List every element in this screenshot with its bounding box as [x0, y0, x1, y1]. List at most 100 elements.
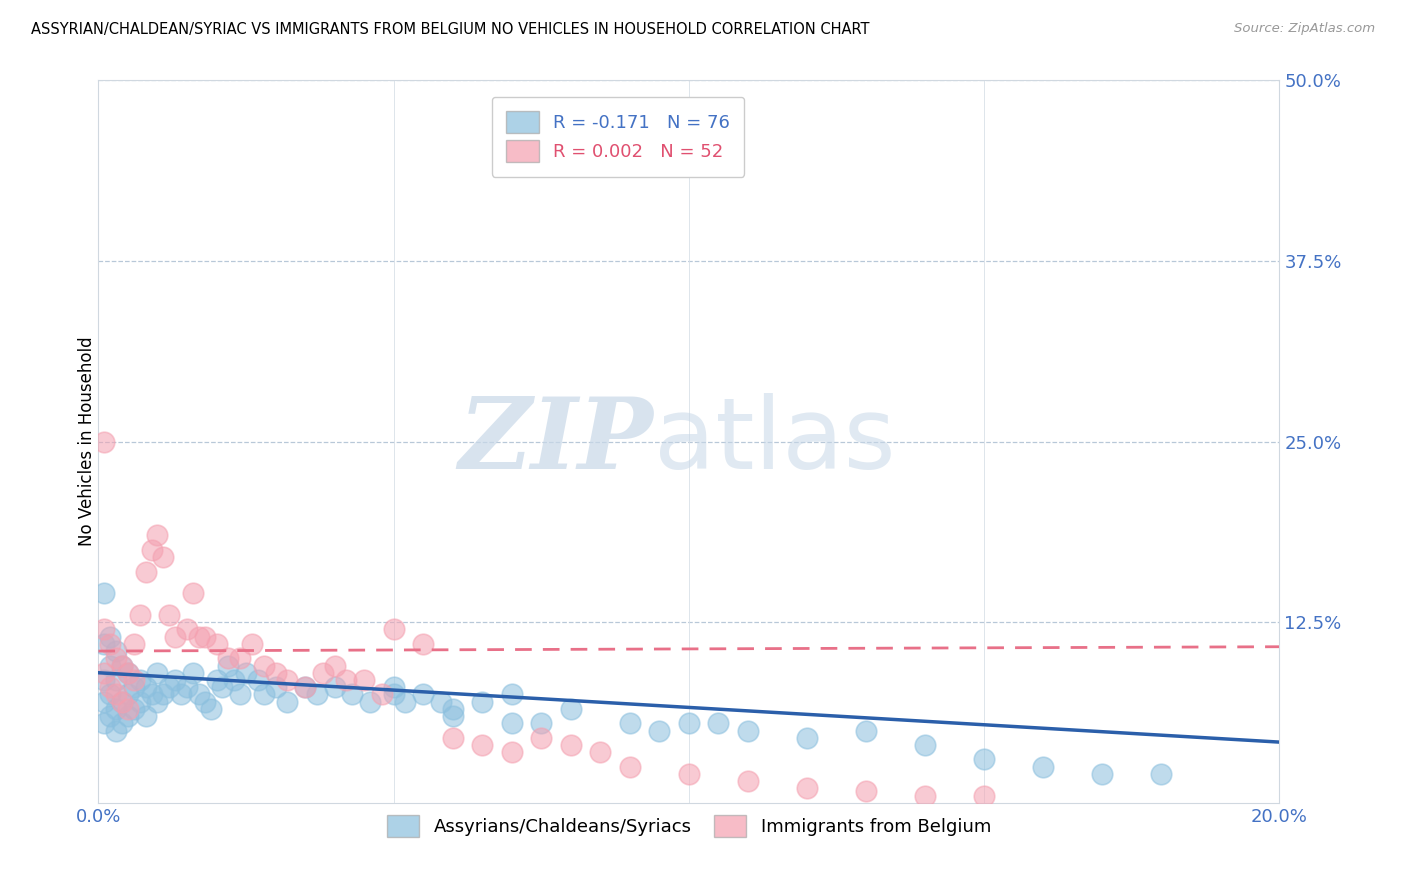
Point	[93, 586, 115, 600]
Point	[914, 738, 936, 752]
Point	[98, 637, 121, 651]
Point	[501, 745, 523, 759]
Point	[181, 586, 204, 600]
Point	[93, 673, 115, 687]
Point	[105, 673, 128, 687]
Point	[217, 658, 239, 673]
Point	[165, 673, 187, 687]
Point	[240, 637, 263, 651]
Text: ZIP: ZIP	[458, 393, 654, 490]
Point	[589, 745, 612, 759]
Point	[152, 550, 174, 565]
Text: ASSYRIAN/CHALDEAN/SYRIAC VS IMMIGRANTS FROM BELGIUM NO VEHICLES IN HOUSEHOLD COR: ASSYRIAN/CHALDEAN/SYRIAC VS IMMIGRANTS F…	[31, 22, 869, 37]
Point	[157, 680, 180, 694]
Point	[471, 695, 494, 709]
Point	[359, 695, 381, 709]
Point	[122, 637, 145, 651]
Point	[353, 673, 375, 687]
Point	[530, 731, 553, 745]
Point	[122, 680, 145, 694]
Point	[194, 695, 217, 709]
Point	[98, 658, 121, 673]
Point	[619, 716, 641, 731]
Point	[200, 702, 222, 716]
Point	[105, 644, 128, 658]
Point	[335, 673, 357, 687]
Point	[412, 637, 434, 651]
Point	[914, 789, 936, 803]
Point	[371, 687, 394, 701]
Legend: Assyrians/Chaldeans/Syriacs, Immigrants from Belgium: Assyrians/Chaldeans/Syriacs, Immigrants …	[377, 805, 1001, 848]
Point	[187, 687, 209, 701]
Point	[105, 723, 128, 738]
Point	[111, 695, 134, 709]
Point	[135, 680, 157, 694]
Point	[117, 687, 139, 701]
Point	[294, 680, 316, 694]
Point	[973, 789, 995, 803]
Point	[111, 716, 134, 731]
Point	[560, 738, 582, 752]
Point	[312, 665, 335, 680]
Point	[430, 695, 453, 709]
Point	[412, 687, 434, 701]
Point	[855, 723, 877, 738]
Point	[98, 709, 121, 723]
Point	[737, 723, 759, 738]
Point	[276, 695, 298, 709]
Point	[707, 716, 730, 731]
Point	[93, 695, 115, 709]
Point	[122, 702, 145, 716]
Point	[146, 665, 169, 680]
Point	[146, 528, 169, 542]
Point	[294, 680, 316, 694]
Point	[619, 760, 641, 774]
Point	[181, 665, 204, 680]
Point	[1032, 760, 1054, 774]
Text: atlas: atlas	[654, 393, 896, 490]
Point	[394, 695, 416, 709]
Point	[264, 665, 287, 680]
Point	[229, 651, 252, 665]
Point	[264, 680, 287, 694]
Point	[187, 630, 209, 644]
Point	[128, 695, 150, 709]
Point	[111, 658, 134, 673]
Point	[1091, 767, 1114, 781]
Point	[93, 665, 115, 680]
Point	[105, 651, 128, 665]
Point	[253, 687, 276, 701]
Point	[146, 695, 169, 709]
Point	[855, 784, 877, 798]
Point	[224, 673, 246, 687]
Point	[441, 702, 464, 716]
Point	[205, 673, 228, 687]
Y-axis label: No Vehicles in Household: No Vehicles in Household	[79, 336, 96, 547]
Point	[441, 709, 464, 723]
Point	[323, 658, 346, 673]
Point	[276, 673, 298, 687]
Point	[194, 630, 217, 644]
Point	[105, 687, 128, 701]
Point	[98, 680, 121, 694]
Point	[253, 658, 276, 673]
Point	[246, 673, 269, 687]
Point	[305, 687, 328, 701]
Point	[176, 680, 198, 694]
Point	[382, 680, 405, 694]
Point	[382, 623, 405, 637]
Point	[205, 637, 228, 651]
Point	[141, 687, 163, 701]
Point	[152, 687, 174, 701]
Point	[135, 565, 157, 579]
Point	[501, 687, 523, 701]
Point	[796, 731, 818, 745]
Point	[229, 687, 252, 701]
Point	[105, 702, 128, 716]
Point	[678, 716, 700, 731]
Point	[117, 709, 139, 723]
Point	[501, 716, 523, 731]
Point	[176, 623, 198, 637]
Point	[128, 607, 150, 622]
Point	[141, 542, 163, 557]
